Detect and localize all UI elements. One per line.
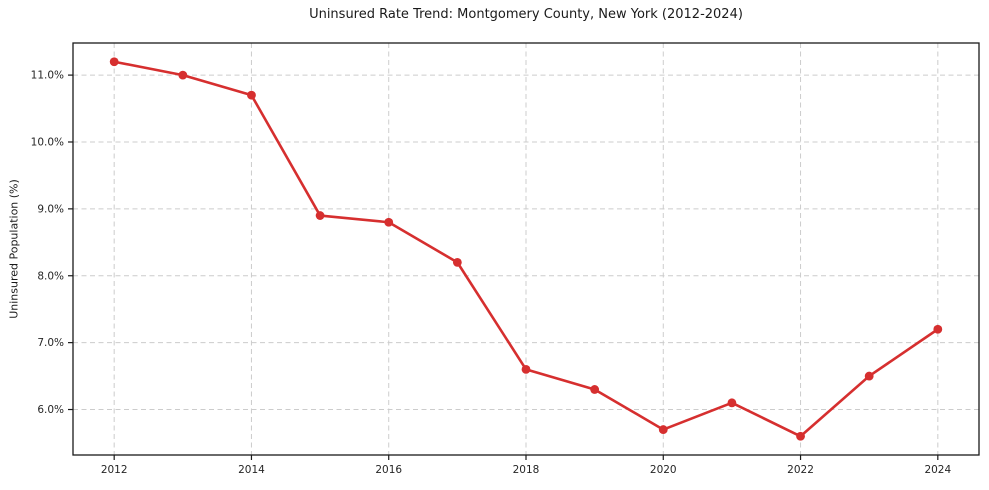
y-tick-label: 9.0% [37,203,64,215]
data-point [384,217,394,227]
data-point [452,257,462,267]
x-tick-label: 2016 [375,464,402,476]
data-point [590,385,600,394]
data-point [864,371,874,381]
y-tick-label: 10.0% [31,136,64,148]
data-point [727,398,737,408]
data-point [521,364,531,374]
data-point [658,425,668,434]
x-tick-label: 2020 [650,464,677,476]
chart-title: Uninsured Rate Trend: Montgomery County,… [309,7,743,22]
data-point [109,57,119,67]
data-point [315,211,325,220]
x-tick-label: 2024 [924,464,951,476]
x-tick-label: 2012 [101,464,128,476]
x-tick-label: 2014 [238,464,265,476]
y-tick-label: 6.0% [37,404,64,416]
x-tick-label: 2018 [513,464,540,476]
y-tick-label: 8.0% [37,270,64,282]
x-tick-label: 2022 [787,464,814,476]
data-point [796,431,805,441]
y-tick-label: 7.0% [37,337,64,349]
data-point [178,70,188,80]
data-point [247,90,256,100]
data-point [933,324,943,334]
y-tick-label: 11.0% [31,70,64,82]
